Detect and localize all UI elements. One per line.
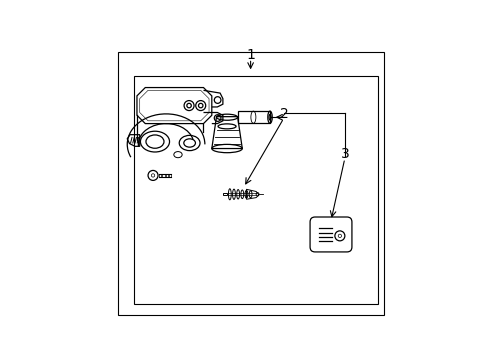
Text: 1: 1 [245,48,255,62]
Text: 3: 3 [340,147,348,161]
Text: 2: 2 [279,107,287,121]
FancyBboxPatch shape [134,76,377,304]
FancyBboxPatch shape [117,51,383,315]
